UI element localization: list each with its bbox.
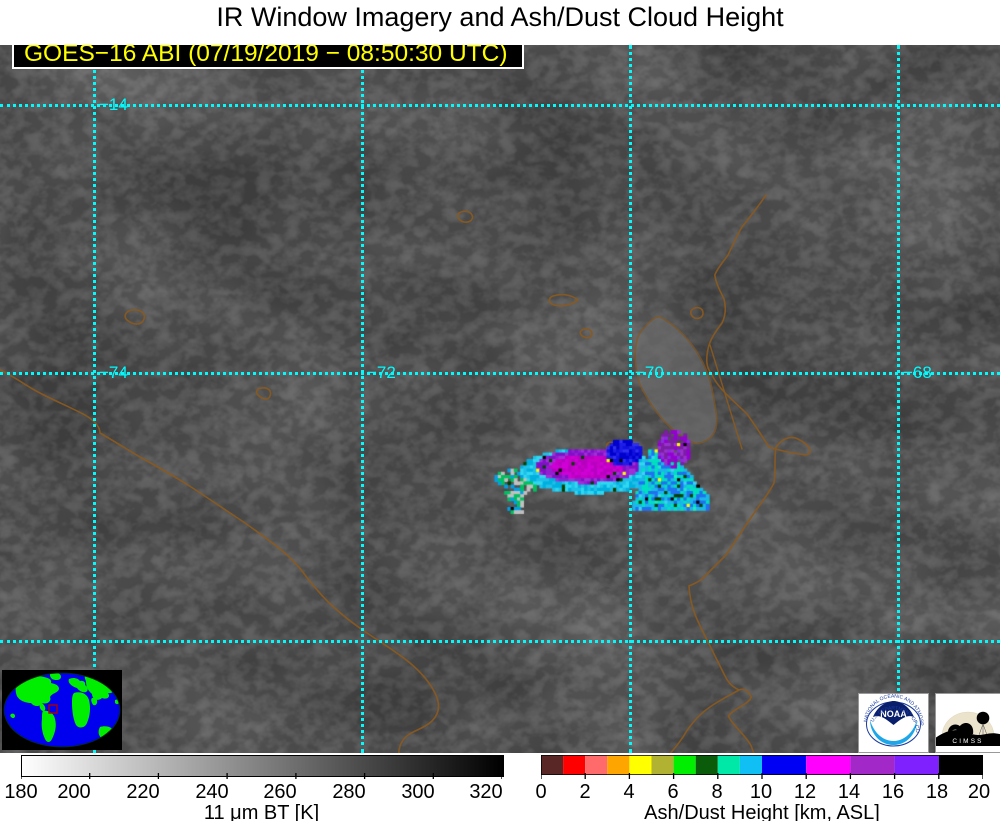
svg-text:CIMSS: CIMSS [952,738,983,745]
